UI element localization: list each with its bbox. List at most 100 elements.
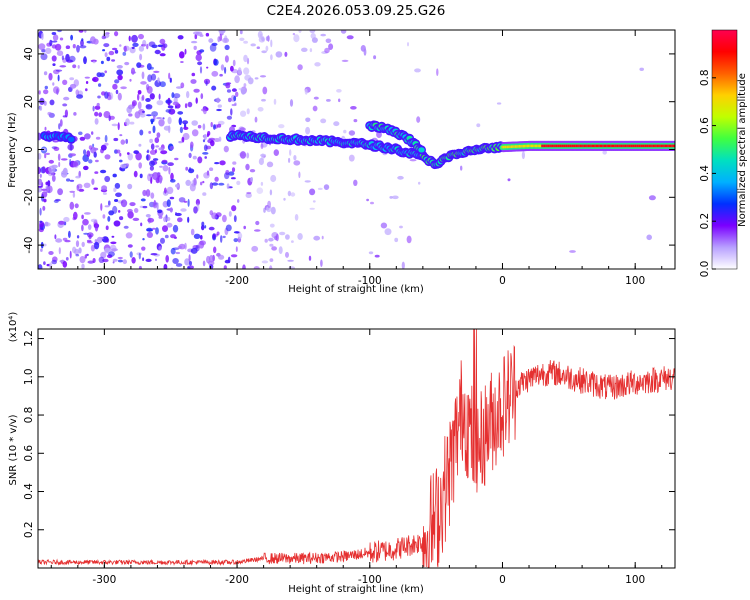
spectrogram-noise-cell bbox=[131, 34, 138, 43]
spectrogram-noise-cell bbox=[39, 207, 42, 216]
band-core-cell bbox=[547, 144, 551, 148]
spectrogram-noise-cell bbox=[172, 258, 179, 264]
ridge-cell bbox=[418, 147, 425, 153]
spectrogram-noise-cell bbox=[268, 237, 274, 242]
spectrogram-noise-cell bbox=[196, 174, 199, 179]
spectrogram-noise-cell bbox=[46, 185, 53, 194]
spectrogram-noise-cell bbox=[95, 159, 99, 163]
band-core-cell bbox=[672, 144, 675, 148]
spectrogram-noise-cell bbox=[202, 107, 207, 115]
spectrogram-noise-cell bbox=[232, 59, 236, 67]
spectrogram-noise-cell bbox=[51, 44, 57, 49]
spectrogram-noise-cell bbox=[253, 266, 260, 269]
spectrogram-noise-cell bbox=[100, 60, 104, 65]
spectrogram-noise-cell bbox=[190, 228, 195, 236]
spectrogram-noise-cell bbox=[104, 52, 108, 58]
spectrogram-noise-cell bbox=[239, 151, 247, 159]
spectrogram-noise-cell bbox=[180, 82, 185, 89]
band-core-cell bbox=[532, 144, 535, 148]
spectrogram-noise-cell bbox=[222, 214, 227, 223]
snr-y-label: SNR (10 * v/v) bbox=[8, 414, 19, 485]
spectrogram-noise-cell bbox=[91, 178, 95, 185]
spectrogram-noise-cell bbox=[104, 91, 109, 99]
spectrogram-noise-cell bbox=[78, 30, 84, 33]
band-core-cell bbox=[534, 144, 538, 148]
band-core-cell bbox=[599, 144, 603, 148]
colorbar-tick-label: 0.2 bbox=[699, 213, 711, 230]
spectrogram-noise-cell bbox=[275, 233, 279, 242]
spectrogram-noise-cell bbox=[159, 165, 163, 168]
spectrogram-noise-cell bbox=[139, 129, 144, 136]
spectrogram-noise-cell bbox=[168, 166, 171, 175]
spectrogram-noise-cell bbox=[159, 38, 166, 45]
spectrogram-noise-cell bbox=[39, 220, 43, 223]
spectrogram-noise-cell bbox=[237, 199, 240, 203]
spectrogram-noise-cell bbox=[82, 218, 89, 226]
band-core-cell bbox=[582, 144, 585, 148]
band-core-cell bbox=[565, 144, 568, 148]
band-core-cell bbox=[528, 144, 531, 148]
spectrogram-x-label: Height of straight line (km) bbox=[288, 284, 424, 295]
spectrogram-noise-cell bbox=[164, 234, 169, 239]
spectrogram-noise-cell bbox=[189, 261, 192, 266]
spectrogram-noise-cell bbox=[186, 91, 190, 99]
spectrogram-noise-cell bbox=[140, 222, 143, 227]
spectrogram-noise-cell bbox=[163, 125, 171, 131]
spectrogram-noise-cell bbox=[206, 66, 209, 69]
spectrogram-noise-cell bbox=[112, 205, 118, 214]
spectrogram-noise-cell bbox=[223, 145, 229, 153]
spectrogram-noise-cell bbox=[117, 256, 124, 260]
band-core-cell bbox=[663, 144, 666, 148]
spectrogram-noise-cell bbox=[209, 210, 214, 216]
spectrogram-noise-cell bbox=[201, 224, 205, 231]
spectrogram-noise-cell bbox=[96, 72, 102, 78]
band-core-cell bbox=[574, 144, 577, 148]
spectrogram-y-label: Frequency (Hz) bbox=[7, 112, 18, 188]
spectrogram-noise-cell bbox=[209, 167, 214, 171]
spectrogram-noise-cell bbox=[247, 77, 254, 85]
spectrogram-noise-cell bbox=[54, 43, 62, 51]
spectrogram-noise-cell bbox=[214, 176, 219, 182]
spectrogram-noise-cell bbox=[49, 39, 53, 47]
band-core-cell bbox=[626, 144, 629, 148]
spectrogram-noise-cell bbox=[76, 183, 83, 189]
spectrogram-noise-cell bbox=[204, 156, 207, 159]
spectrogram-noise-cell bbox=[84, 30, 87, 33]
spectrogram-noise-cell bbox=[139, 112, 146, 118]
spectrogram-noise-cell bbox=[59, 65, 67, 68]
spectrogram-noise-cell bbox=[323, 184, 330, 191]
spectrogram-noise-cell bbox=[226, 115, 232, 120]
band-core-cell bbox=[597, 144, 600, 148]
x-tick-label: 0 bbox=[499, 275, 506, 287]
spectrogram-noise-cell bbox=[179, 51, 185, 59]
spectrogram-noise-cell bbox=[159, 53, 166, 57]
spectrogram-noise-cell bbox=[72, 161, 79, 168]
spectrogram-noise-cell bbox=[72, 192, 76, 198]
band-core-cell bbox=[525, 144, 528, 148]
spectrogram-noise-cell bbox=[152, 227, 156, 230]
spectrogram-noise-cell bbox=[189, 183, 196, 192]
spectrogram-noise-cell bbox=[312, 200, 316, 203]
spectrogram-noise-cell bbox=[193, 88, 200, 93]
spectrogram-noise-cell bbox=[249, 169, 256, 173]
spectrogram-noise-cell bbox=[202, 152, 209, 155]
spectrogram-noise-cell bbox=[48, 159, 54, 164]
spectrogram-noise-cell bbox=[184, 242, 187, 250]
band-core-cell bbox=[652, 144, 656, 148]
spectrogram-noise-cell bbox=[336, 89, 342, 93]
spectrogram-noise-cell bbox=[243, 67, 250, 75]
spectrogram-noise-cell bbox=[104, 134, 108, 143]
spectrogram-noise-cell bbox=[182, 132, 190, 141]
snr-frame bbox=[37, 328, 676, 569]
band-core-cell bbox=[667, 144, 670, 148]
spectrogram-noise-cell bbox=[113, 187, 117, 192]
spectrogram-noise-cell bbox=[253, 229, 261, 232]
spectrogram-noise-cell bbox=[170, 179, 176, 183]
spectrogram-noise-cell bbox=[251, 245, 259, 252]
spectrogram-noise-cell bbox=[93, 151, 97, 158]
spectrogram-noise-cell bbox=[416, 116, 421, 123]
colorbar-tick-label: 0.4 bbox=[699, 165, 711, 182]
spectrogram-noise-cell bbox=[179, 126, 183, 134]
band-core-cell bbox=[619, 144, 623, 148]
spectrogram-noise-cell bbox=[192, 155, 197, 160]
